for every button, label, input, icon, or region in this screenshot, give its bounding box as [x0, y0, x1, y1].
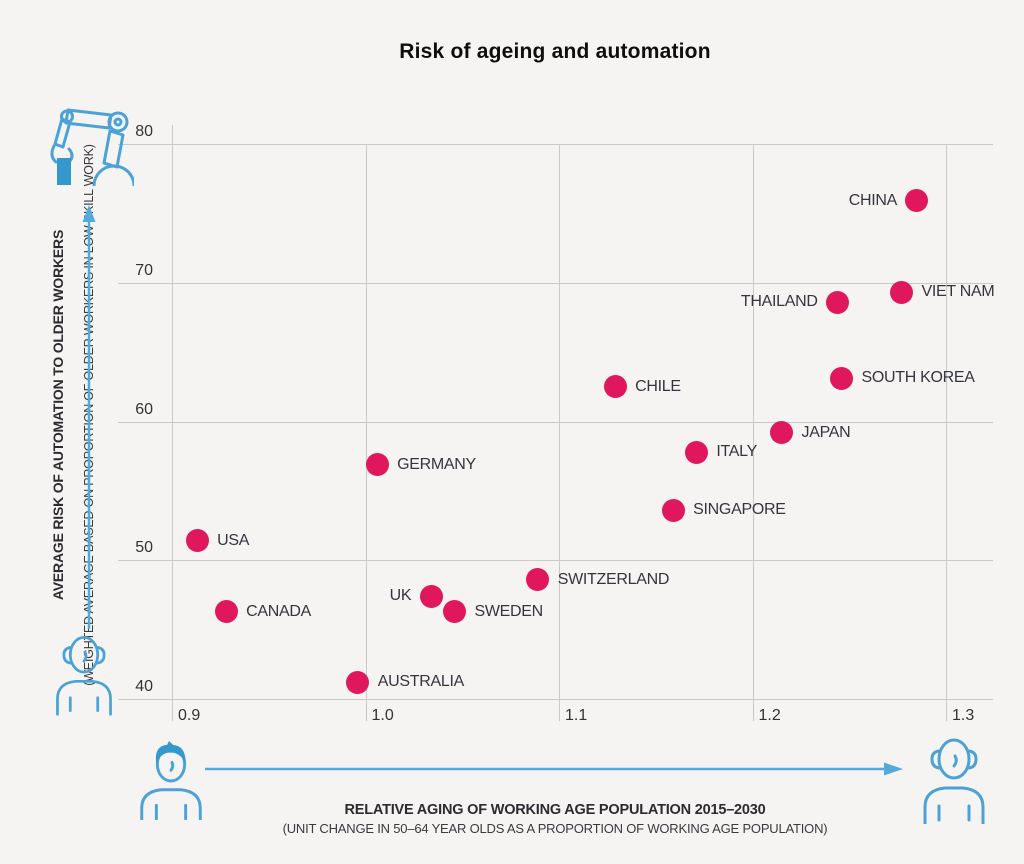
country-label-sweden: SWEDEN: [474, 602, 544, 620]
x-axis-title-main: RELATIVE AGING OF WORKING AGE POPULATION…: [344, 802, 766, 818]
young-worker-icon: [136, 740, 206, 820]
x-gridline-1.2: [752, 144, 754, 721]
x-gridline-1.0: [365, 144, 367, 721]
y-tick-label-70: 70: [135, 261, 153, 279]
data-point-canada[interactable]: [214, 600, 238, 624]
country-label-singapore: SINGAPORE: [693, 501, 786, 519]
x-tick-label-1.2: 1.2: [758, 707, 781, 724]
data-point-australia[interactable]: [346, 670, 370, 694]
data-point-sweden[interactable]: [443, 600, 466, 624]
robot-arm-icon: [46, 106, 134, 186]
country-label-viet-nam: VIET NAM: [921, 283, 995, 301]
data-point-uk[interactable]: [419, 584, 443, 608]
x-axis-title-sub: (UNIT CHANGE IN 50–64 YEAR OLDS AS A PRO…: [282, 821, 828, 836]
older-worker-right-icon: [918, 736, 990, 824]
x-axis-right-arrow-icon: [203, 760, 903, 778]
country-label-china: CHINA: [848, 191, 898, 209]
data-point-italy[interactable]: [684, 440, 708, 464]
country-label-chile: CHILE: [635, 377, 681, 395]
x-axis-title: RELATIVE AGING OF WORKING AGE POPULATION…: [155, 802, 955, 836]
y-axis-up-arrow-icon: [80, 205, 98, 633]
country-label-japan: JAPAN: [801, 423, 851, 441]
x-gridline-0.9: [172, 125, 173, 721]
data-point-china[interactable]: [905, 189, 929, 213]
data-point-japan[interactable]: [770, 421, 794, 445]
y-gridline-70: [118, 282, 993, 284]
country-label-switzerland: SWITZERLAND: [557, 570, 670, 588]
y-gridline-40: [118, 699, 993, 700]
country-label-italy: ITALY: [716, 443, 757, 461]
country-label-canada: CANADA: [246, 602, 312, 620]
y-axis-title-main: AVERAGE RISK OF AUTOMATION TO OLDER WORK…: [50, 229, 66, 601]
data-point-germany[interactable]: [365, 453, 389, 476]
chart-title: Risk of ageing and automation: [399, 40, 711, 63]
y-gridline-80: [118, 144, 993, 145]
country-label-thailand: THAILAND: [740, 293, 818, 311]
data-point-south-korea[interactable]: [830, 366, 853, 390]
y-gridline-50: [118, 560, 993, 562]
y-tick-label-60: 60: [135, 400, 153, 418]
country-label-usa: USA: [217, 531, 250, 549]
data-point-singapore[interactable]: [661, 498, 685, 522]
data-point-viet-nam[interactable]: [889, 280, 913, 304]
country-label-germany: GERMANY: [397, 455, 476, 473]
data-point-thailand[interactable]: [826, 290, 850, 314]
x-tick-label-0.9: 0.9: [178, 707, 201, 724]
x-tick-label-1.0: 1.0: [371, 707, 394, 724]
data-point-switzerland[interactable]: [526, 568, 550, 592]
x-tick-label-1.1: 1.1: [565, 707, 588, 724]
y-tick-label-80: 80: [135, 123, 153, 140]
country-label-south-korea: SOUTH KOREA: [861, 369, 975, 387]
older-worker-icon: [52, 632, 116, 716]
data-point-chile[interactable]: [603, 375, 627, 399]
data-point-usa[interactable]: [185, 529, 209, 553]
x-gridline-1.3: [946, 144, 947, 721]
country-label-australia: AUSTRALIA: [377, 673, 465, 691]
x-gridline-1.1: [559, 144, 560, 721]
country-label-uk: UK: [389, 587, 412, 605]
y-tick-label-40: 40: [135, 678, 153, 695]
x-tick-label-1.3: 1.3: [952, 707, 975, 724]
y-tick-label-50: 50: [135, 539, 153, 557]
y-gridline-60: [118, 421, 993, 423]
